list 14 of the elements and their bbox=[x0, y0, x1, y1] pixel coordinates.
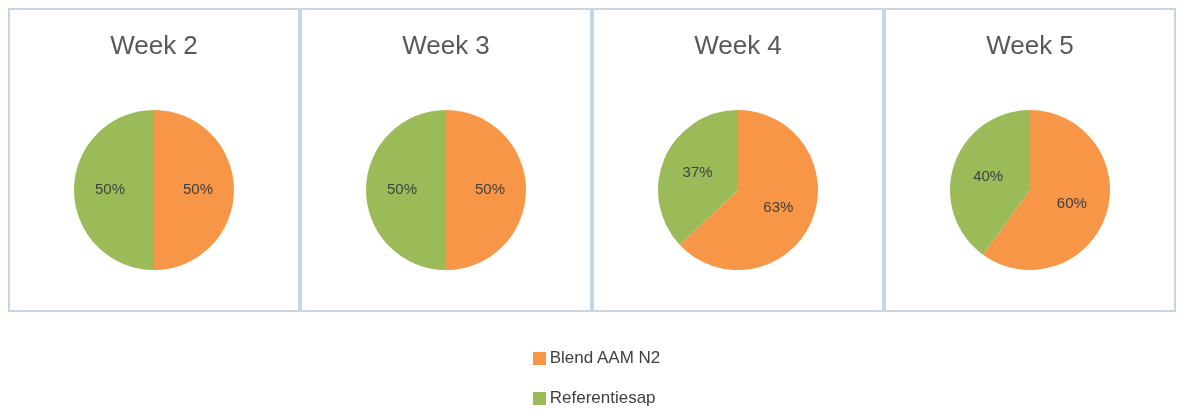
slice-label: Week 3 bbox=[402, 30, 490, 62]
data-label: 50% bbox=[474, 180, 506, 198]
data-label: 60% bbox=[1056, 193, 1087, 211]
data-label: 50% bbox=[386, 180, 418, 198]
data-label: 37% bbox=[682, 162, 713, 180]
data-label: 50% bbox=[94, 180, 126, 198]
data-label: 50% bbox=[182, 180, 214, 198]
slice-label: Week 5 bbox=[986, 30, 1074, 62]
data-label: 40% bbox=[973, 166, 1004, 184]
data-label: 63% bbox=[763, 197, 794, 215]
slice-label: Week 4 bbox=[694, 30, 782, 62]
legend-label: Referentiesap bbox=[549, 388, 656, 408]
slice-label: Week 2 bbox=[110, 30, 198, 62]
legend-label: Blend AAM N2 bbox=[549, 348, 661, 368]
